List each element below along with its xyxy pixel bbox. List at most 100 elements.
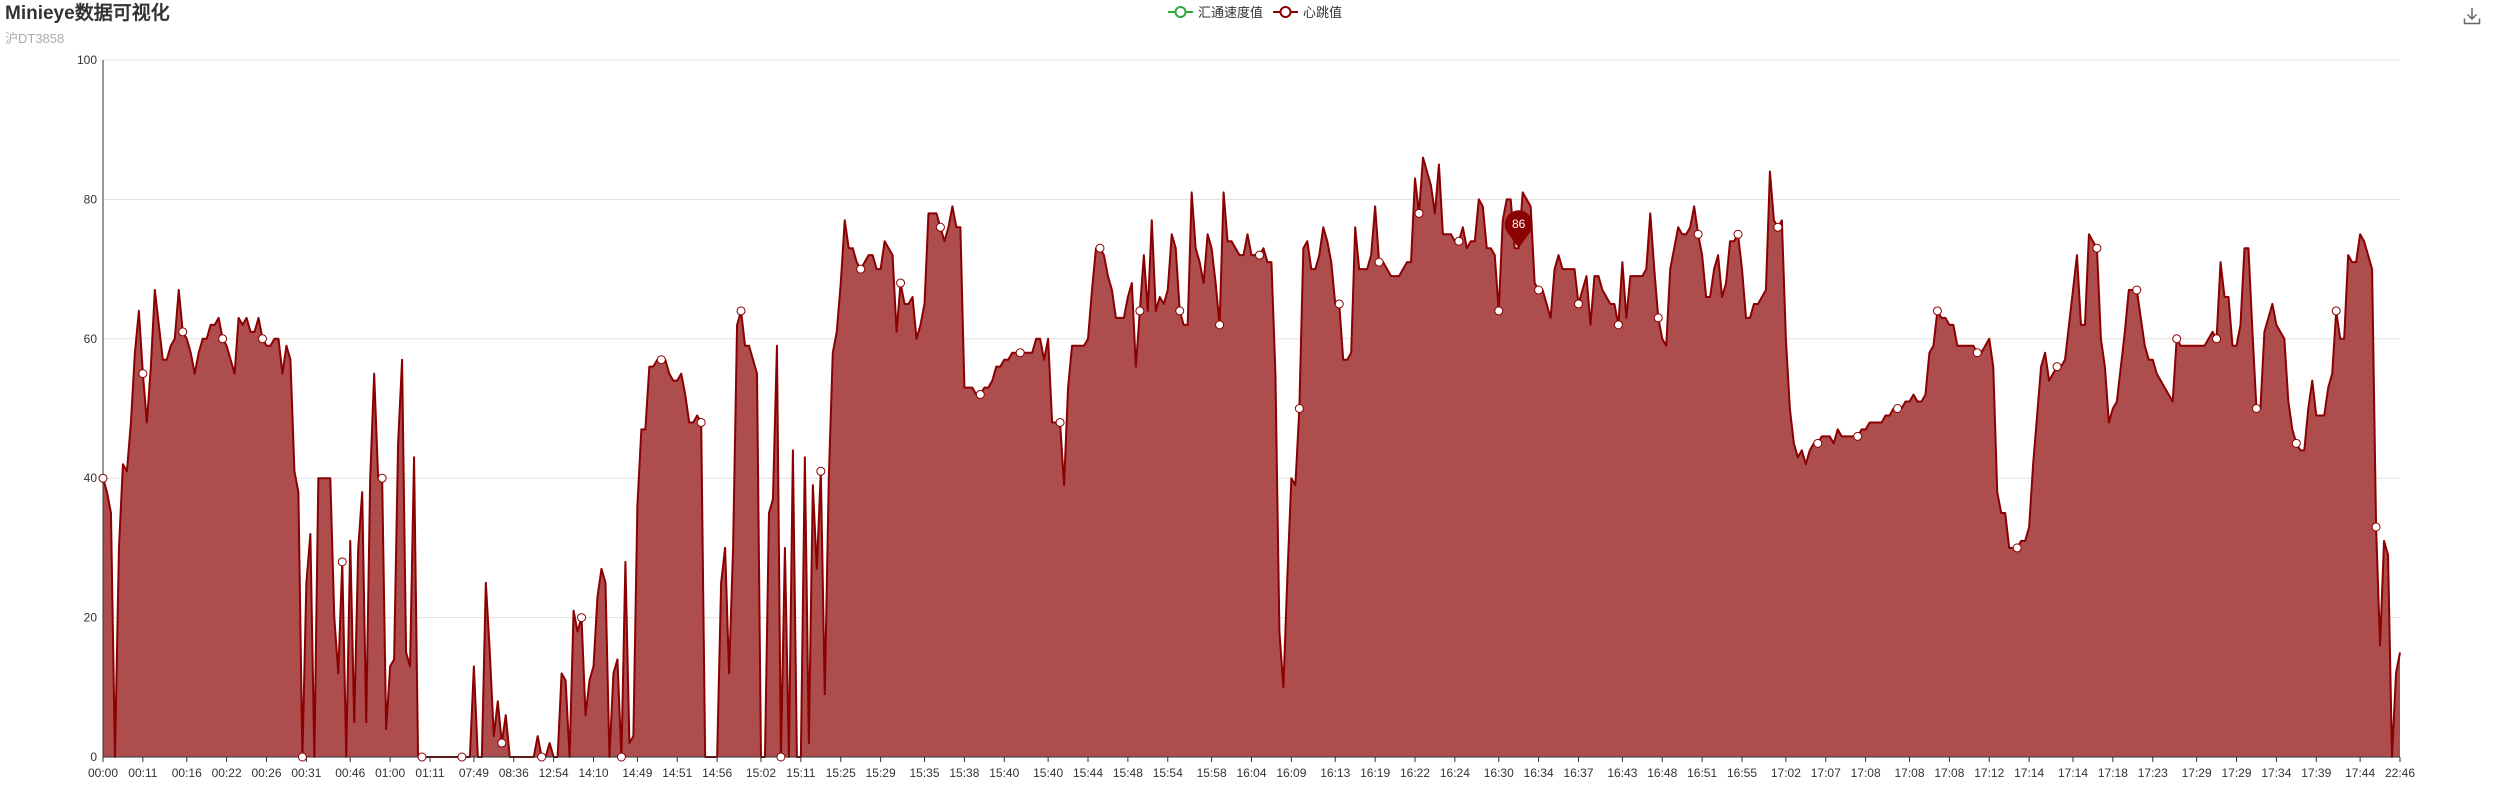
data-point-380 — [1613, 320, 1623, 330]
x-tick-label-36: 16:37 — [1563, 766, 1593, 780]
x-tick-label-51: 17:29 — [2182, 766, 2212, 780]
max-pin-label: 86 — [1512, 217, 1526, 231]
x-tick-label-43: 17:08 — [1851, 766, 1881, 780]
x-tick-label-41: 17:02 — [1771, 766, 1801, 780]
y-tick-label-100: 100 — [77, 53, 97, 67]
x-tick-label-35: 16:34 — [1524, 766, 1554, 780]
data-point-490 — [2052, 362, 2062, 372]
x-tick-label-3: 00:22 — [212, 766, 242, 780]
data-point-60 — [337, 557, 347, 567]
x-tick-label-6: 00:46 — [335, 766, 365, 780]
data-point-0 — [98, 473, 108, 483]
y-tick-label-60: 60 — [84, 332, 98, 346]
x-tick-label-31: 16:19 — [1360, 766, 1390, 780]
data-point-110 — [537, 752, 547, 762]
data-point-500 — [2092, 243, 2102, 253]
y-tick-label-20: 20 — [84, 611, 98, 625]
x-tick-label-33: 16:24 — [1440, 766, 1470, 780]
data-point-420 — [1773, 222, 1783, 232]
data-point-520 — [2172, 334, 2182, 344]
x-tick-label-1: 00:11 — [128, 766, 157, 780]
heartbeat-area — [103, 157, 2400, 757]
legend-marker-speed-icon — [1168, 5, 1193, 18]
x-tick-label-50: 17:23 — [2138, 766, 2168, 780]
x-tick-label-26: 15:54 — [1153, 766, 1183, 780]
max-pin-layer: 86 — [1504, 210, 1533, 249]
data-point-320 — [1374, 257, 1384, 267]
x-tick-label-40: 16:55 — [1727, 766, 1757, 780]
x-tick-label-39: 16:51 — [1687, 766, 1717, 780]
data-point-80 — [417, 752, 427, 762]
x-tick-label-10: 08:36 — [499, 766, 529, 780]
x-tick-label-12: 14:10 — [578, 766, 608, 780]
y-tick-label-0: 0 — [90, 750, 97, 764]
data-point-50 — [297, 752, 307, 762]
x-tick-label-25: 15:48 — [1113, 766, 1143, 780]
data-point-440 — [1853, 431, 1863, 441]
x-tick-label-49: 17:18 — [2098, 766, 2128, 780]
data-point-70 — [377, 473, 387, 483]
title-block: Minieye数据可视化 沪DT3858 — [5, 2, 170, 48]
x-tick-label-29: 16:09 — [1276, 766, 1306, 780]
data-point-330 — [1414, 208, 1424, 218]
x-tick-label-34: 16:30 — [1484, 766, 1514, 780]
x-tick-label-2: 00:16 — [172, 766, 202, 780]
x-tick-label-8: 01:11 — [415, 766, 444, 780]
data-point-310 — [1334, 299, 1344, 309]
data-point-510 — [2132, 285, 2142, 295]
x-tick-label-30: 16:13 — [1320, 766, 1350, 780]
data-point-230 — [1015, 348, 1025, 358]
x-tick-label-15: 14:56 — [702, 766, 732, 780]
data-point-390 — [1653, 313, 1663, 323]
x-tick-label-18: 15:25 — [826, 766, 856, 780]
data-point-150 — [696, 417, 706, 427]
data-point-10 — [138, 369, 148, 379]
x-tick-label-56: 22:46 — [2385, 766, 2415, 780]
data-point-460 — [1932, 306, 1942, 316]
chart-title: Minieye数据可视化 — [5, 3, 170, 24]
x-tick-label-37: 16:43 — [1607, 766, 1637, 780]
data-point-550 — [2291, 438, 2301, 448]
data-point-280 — [1215, 320, 1225, 330]
x-tick-label-52: 17:29 — [2221, 766, 2251, 780]
x-tick-label-7: 01:00 — [375, 766, 405, 780]
x-tick-label-38: 16:48 — [1647, 766, 1677, 780]
data-point-350 — [1494, 306, 1504, 316]
legend-item-speed[interactable]: 汇通速度值 — [1168, 2, 1263, 21]
x-tick-label-46: 17:12 — [1974, 766, 2004, 780]
x-tick-label-54: 17:39 — [2301, 766, 2331, 780]
legend-item-heartbeat[interactable]: 心跳值 — [1273, 2, 1342, 21]
data-point-180 — [816, 466, 826, 476]
data-point-480 — [2012, 543, 2022, 553]
x-tick-label-19: 15:29 — [866, 766, 896, 780]
data-point-260 — [1135, 306, 1145, 316]
x-tick-label-0: 00:00 — [88, 766, 118, 780]
legend: 汇通速度值 心跳值 — [1168, 2, 1352, 21]
data-point-540 — [2251, 404, 2261, 413]
x-tick-label-42: 17:07 — [1811, 766, 1841, 780]
data-point-250 — [1095, 243, 1105, 253]
data-point-130 — [616, 752, 626, 762]
x-tick-label-11: 12:54 — [539, 766, 569, 780]
data-point-240 — [1055, 417, 1065, 427]
data-point-190 — [856, 264, 866, 274]
legend-circle-speed — [1174, 5, 1187, 18]
data-point-360 — [1534, 285, 1544, 295]
axis-layer: 0 20 40 60 80 100 00:00 00:11 00:16 00:22 00:26 00:… — [77, 53, 2415, 780]
legend-label-heartbeat: 心跳值 — [1303, 5, 1343, 20]
x-tick-label-48: 17:14 — [2058, 766, 2088, 780]
x-tick-label-53: 17:34 — [2261, 766, 2291, 780]
data-point-530 — [2212, 334, 2222, 344]
max-pin-marker — [1504, 210, 1533, 249]
marker-layer — [98, 208, 2381, 762]
x-tick-label-47: 17:14 — [2014, 766, 2044, 780]
x-tick-label-27: 15:58 — [1197, 766, 1227, 780]
download-icon[interactable] — [2462, 6, 2482, 26]
x-tick-label-28: 16:04 — [1236, 766, 1266, 780]
x-tick-label-4: 00:26 — [251, 766, 281, 780]
y-tick-label-40: 40 — [84, 471, 98, 485]
data-point-370 — [1574, 299, 1584, 309]
data-point-200 — [896, 278, 906, 288]
x-tick-label-23: 15:40 — [1033, 766, 1063, 780]
